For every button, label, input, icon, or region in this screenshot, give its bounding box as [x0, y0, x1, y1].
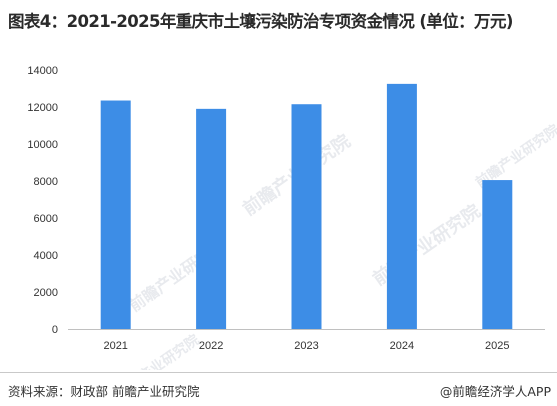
bar-2025	[482, 180, 513, 329]
bar-series	[100, 83, 513, 330]
bar-2024	[386, 83, 417, 329]
x-tick-label: 2024	[390, 340, 414, 352]
y-tick-label: 0	[52, 324, 58, 336]
x-tick-label: 2022	[199, 340, 223, 352]
y-tick-label: 2000	[34, 287, 58, 299]
brand-credit: @前瞻经济学人APP	[439, 384, 551, 399]
x-axis: 2021 2022 2023 2024 2025	[103, 340, 509, 352]
x-tick-label: 2025	[485, 340, 509, 352]
x-tick-label: 2021	[103, 340, 127, 352]
y-axis: 0 2000 4000 6000 8000 10000 12000 14000	[27, 65, 58, 336]
y-tick-label: 10000	[27, 139, 58, 151]
y-tick-label: 12000	[27, 102, 58, 114]
source-note: 资料来源：财政部 前瞻产业研究院	[8, 384, 200, 399]
bar-chart: 前瞻产业研究院前瞻产业研究院前瞻产业研究院前瞻产业研究院前瞻产业研究院 0200…	[27, 65, 557, 370]
bar-2023	[291, 104, 322, 329]
x-tick-label: 2023	[294, 340, 318, 352]
bar-2021	[100, 100, 131, 330]
chart-title: 图表4：2021-2025年重庆市土壤污染防治专项资金情况 (单位：万元)	[8, 12, 513, 31]
footer: 资料来源：财政部 前瞻产业研究院 @前瞻经济学人APP	[0, 372, 557, 403]
y-tick-label: 6000	[34, 213, 58, 225]
y-tick-label: 8000	[34, 176, 58, 188]
bar-2022	[196, 108, 227, 329]
y-tick-label: 4000	[34, 250, 58, 262]
watermark-text: 前瞻产业研究院	[369, 200, 485, 290]
y-tick-label: 14000	[27, 65, 58, 77]
